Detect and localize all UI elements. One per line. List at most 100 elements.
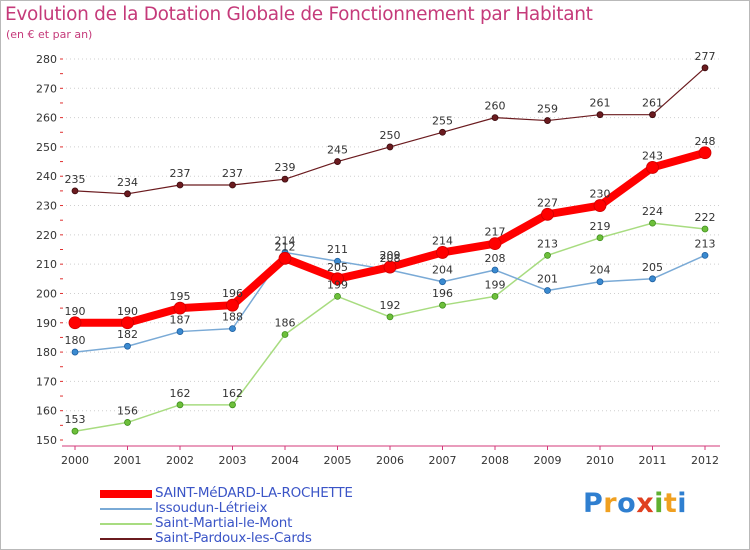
data-label: 230 (590, 188, 611, 201)
series-layer (68, 64, 712, 435)
data-point (334, 158, 341, 165)
data-point (544, 287, 551, 294)
legend-label: SAINT-MéDARD-LA-ROCHETTE (155, 485, 353, 501)
data-label: 190 (65, 305, 86, 318)
data-point (124, 342, 131, 350)
data-label: 208 (380, 252, 401, 265)
data-label: 208 (485, 252, 506, 265)
data-point (334, 257, 341, 265)
chart-axes: 150 160 170 180 190 200 210 220 230 240 250 260 270 2… (36, 53, 720, 467)
data-point (544, 251, 551, 259)
data-label: 243 (642, 149, 663, 162)
data-point (383, 260, 397, 274)
data-point (71, 427, 79, 435)
legend-swatch (100, 490, 152, 498)
data-label: 209 (380, 249, 401, 262)
data-point (488, 237, 502, 251)
data-point (121, 316, 134, 330)
data-point (649, 111, 656, 119)
data-label: 213 (695, 237, 716, 250)
data-label: 214 (275, 234, 296, 247)
legend-swatch (100, 508, 152, 510)
data-point (176, 401, 184, 409)
data-label: 187 (170, 314, 191, 327)
page-title: Evolution de la Dotation Globale de Fonc… (5, 4, 593, 25)
data-point (649, 275, 656, 283)
x-tick-label: 2004 (271, 454, 299, 467)
x-tick-label: 2002 (166, 454, 194, 467)
data-point (386, 143, 394, 151)
data-label: 180 (65, 334, 86, 347)
data-label: 239 (275, 161, 296, 174)
y-tick-label: 260 (36, 112, 57, 125)
logo-letter: i (677, 488, 688, 519)
data-label: 162 (170, 387, 191, 400)
data-label: 192 (380, 299, 401, 312)
logo-letter: x (636, 488, 655, 519)
data-point (439, 278, 446, 286)
data-label: 261 (590, 97, 611, 110)
data-point (124, 190, 131, 198)
data-label: 195 (170, 290, 191, 303)
data-label: 201 (537, 273, 558, 286)
data-point (71, 187, 79, 195)
data-point (173, 301, 187, 315)
data-point (331, 272, 344, 286)
logo-letter: t (663, 488, 678, 519)
grid-lines (62, 58, 720, 412)
data-point (698, 146, 712, 160)
x-tick-label: 2011 (639, 454, 667, 467)
data-point (124, 419, 131, 426)
data-label: 188 (222, 311, 243, 324)
data-point (701, 251, 709, 259)
data-point (491, 266, 499, 274)
data-label: 205 (327, 261, 348, 274)
data-point (281, 175, 289, 183)
data-label: 162 (222, 387, 243, 400)
data-point (68, 316, 82, 330)
data-point (491, 292, 499, 300)
proxiti-logo: Proxiti (583, 488, 687, 519)
y-tick-label: 210 (36, 258, 57, 271)
data-point (386, 313, 394, 321)
data-point (646, 161, 659, 174)
data-point (541, 207, 554, 221)
logo-letter: o (617, 488, 637, 519)
data-point (439, 301, 446, 309)
data-label: 196 (432, 287, 453, 300)
data-label: 250 (380, 129, 401, 142)
data-point (71, 348, 79, 356)
data-label: 245 (327, 144, 348, 157)
data-point (544, 117, 551, 124)
y-tick-label: 160 (36, 405, 57, 418)
y-tick-label: 280 (36, 53, 57, 66)
data-label: 156 (117, 404, 138, 417)
x-tick-label: 2001 (114, 454, 142, 467)
data-label: 237 (170, 167, 191, 180)
y-tick-label: 250 (36, 141, 57, 154)
y-tick-label: 240 (36, 170, 57, 183)
data-label: 212 (275, 240, 296, 253)
data-point (334, 292, 341, 300)
x-tick-label: 2003 (219, 454, 247, 467)
data-point (278, 251, 292, 265)
data-point (649, 219, 656, 227)
chart-subtitle: (en € et par an) (6, 28, 93, 41)
y-tick-label: 220 (36, 229, 57, 242)
data-label: 261 (642, 97, 663, 110)
y-tick-label: 170 (36, 375, 57, 388)
legend-label: Issoudun-Létrieix (155, 500, 268, 516)
y-tick-label: 150 (36, 434, 57, 447)
x-tick-label: 2012 (691, 454, 719, 467)
data-point (229, 181, 236, 189)
data-label: 260 (485, 100, 506, 113)
data-label: 217 (485, 226, 506, 239)
data-label: 199 (485, 278, 506, 291)
data-label: 277 (695, 50, 716, 63)
data-label: 255 (432, 114, 453, 127)
data-point (229, 325, 236, 333)
x-tick-label: 2005 (324, 454, 352, 467)
data-point (226, 298, 239, 312)
data-label: 196 (222, 287, 243, 300)
